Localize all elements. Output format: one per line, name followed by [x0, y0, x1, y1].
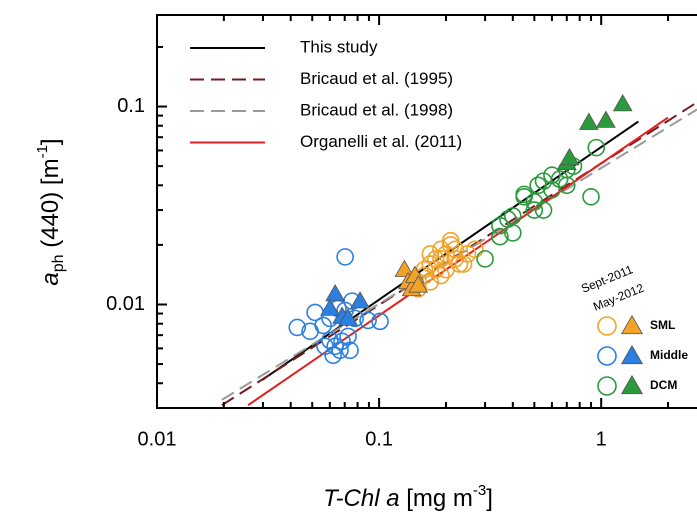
- point: [426, 260, 445, 279]
- x-label-part: T-Chl a: [323, 485, 399, 512]
- legend-label: This study: [300, 37, 378, 56]
- point: [596, 110, 616, 128]
- point: [421, 255, 440, 273]
- point: [325, 283, 346, 302]
- y-tick-label: 0.01: [106, 293, 145, 315]
- point: [359, 311, 377, 330]
- point: [336, 248, 354, 266]
- point: [587, 138, 606, 157]
- point: [534, 201, 553, 219]
- point: [314, 316, 332, 335]
- point: [350, 291, 370, 309]
- point: [339, 327, 357, 346]
- y-label-part: (440) [m: [37, 158, 64, 254]
- point: [454, 255, 473, 273]
- point: [582, 187, 600, 206]
- x-tick-label: 0.1: [365, 428, 393, 450]
- axis-frame: [156, 14, 697, 409]
- point: [324, 346, 342, 365]
- point: [338, 308, 358, 326]
- point: [620, 314, 644, 335]
- fit-line: [247, 116, 669, 407]
- legend-label: SML: [650, 318, 675, 332]
- y-label-sub: ph: [50, 254, 67, 272]
- point: [620, 374, 644, 395]
- point: [620, 344, 644, 365]
- point: [597, 316, 617, 336]
- point: [476, 250, 494, 268]
- plot-area: [221, 93, 697, 407]
- x-tick-label: 0.01: [138, 428, 177, 450]
- x-label-sup: -3: [473, 482, 486, 499]
- point: [504, 207, 522, 225]
- y-axis-label: aph (440) [m-1]: [34, 138, 67, 285]
- legend-label: Organelli et al. (2011): [300, 132, 462, 151]
- legend-label: DCM: [650, 378, 677, 392]
- point: [466, 240, 484, 259]
- point: [559, 147, 580, 166]
- point: [612, 93, 633, 112]
- y-label-part: a: [37, 272, 64, 285]
- y-label-part: ]: [37, 138, 64, 145]
- legend: This study Bricaud et al. (1995) Bricaud e…: [190, 37, 688, 396]
- point: [426, 250, 445, 268]
- point: [597, 376, 617, 396]
- point: [437, 260, 455, 279]
- point: [525, 201, 544, 219]
- y-tick-label: 0.1: [117, 95, 145, 117]
- point: [421, 245, 440, 263]
- legend-label: Bricaud et al. (1995): [300, 69, 453, 88]
- point: [432, 240, 450, 259]
- x-tick-label: 1: [596, 428, 607, 450]
- point: [320, 298, 340, 316]
- point: [288, 318, 307, 337]
- x-label-part: [mg m: [400, 485, 473, 512]
- point: [557, 176, 576, 195]
- point: [432, 266, 450, 285]
- y-label-sup: -1: [34, 145, 51, 158]
- point: [408, 275, 429, 293]
- point: [371, 312, 389, 331]
- point: [394, 259, 415, 277]
- point: [525, 193, 544, 211]
- point: [491, 216, 509, 235]
- point: [441, 236, 460, 254]
- point: [333, 332, 351, 351]
- legend-label: Middle: [650, 348, 688, 362]
- legend-label: Bricaud et al. (1998): [300, 100, 453, 119]
- axes: 0.01 0.1 1 0.01 0.1: [106, 14, 697, 450]
- point: [578, 112, 599, 130]
- point: [491, 227, 509, 246]
- x-label-part: ]: [486, 485, 493, 512]
- point: [597, 346, 617, 366]
- x-axis-label: T-Chl a [mg m-3]: [323, 482, 493, 512]
